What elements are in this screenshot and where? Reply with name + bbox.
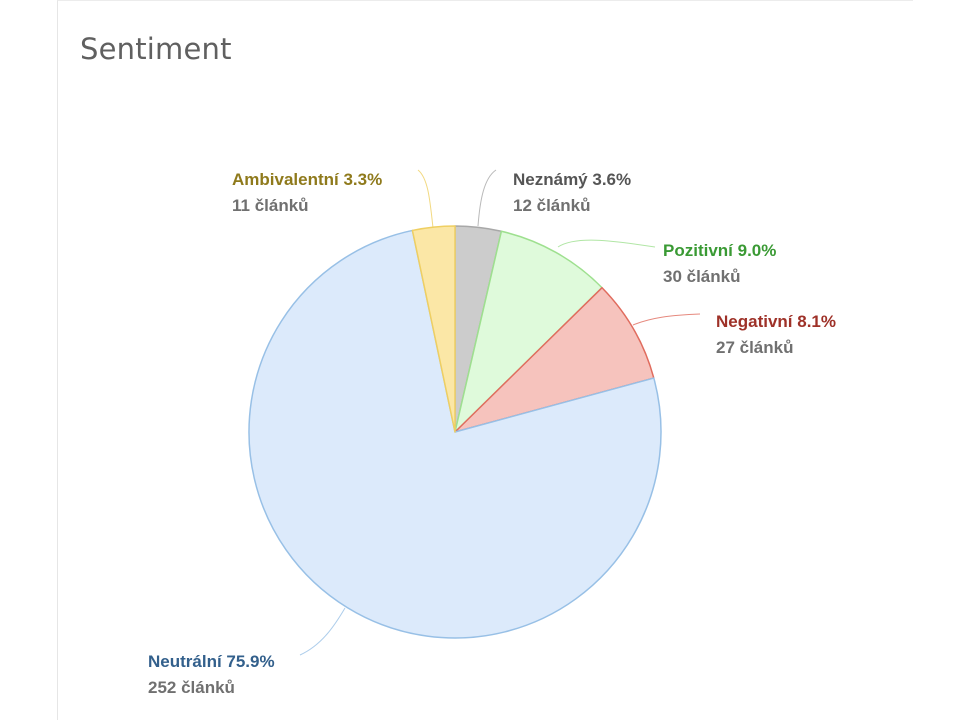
slice-label-3: Negativní 8.1%	[716, 312, 836, 331]
label-connector-4	[299, 607, 346, 656]
label-connector-1	[477, 169, 497, 227]
label-connector-5	[417, 169, 434, 229]
pie-slice-3[interactable]	[454, 286, 655, 433]
slice-count-2: 30 článků	[663, 267, 741, 286]
slice-count-5: 11 článků	[232, 196, 309, 215]
pie-slice-4[interactable]	[248, 229, 662, 639]
label-connector-3	[632, 313, 701, 326]
pie-slice-5[interactable]	[411, 225, 456, 433]
slice-count-3: 27 článků	[716, 338, 794, 357]
pie-slice-2[interactable]	[454, 230, 603, 433]
label-connector-2	[557, 239, 656, 248]
slice-label-4: Neutrální 75.9%	[148, 652, 275, 671]
slice-count-4: 252 článků	[148, 678, 235, 697]
slice-label-2: Pozitivní 9.0%	[663, 241, 776, 260]
slice-label-5: Ambivalentní 3.3%	[232, 170, 382, 189]
slice-label-1: Neznámý 3.6%	[513, 170, 631, 189]
slice-count-1: 12 článků	[513, 196, 591, 215]
card-title: Sentiment	[80, 32, 232, 66]
